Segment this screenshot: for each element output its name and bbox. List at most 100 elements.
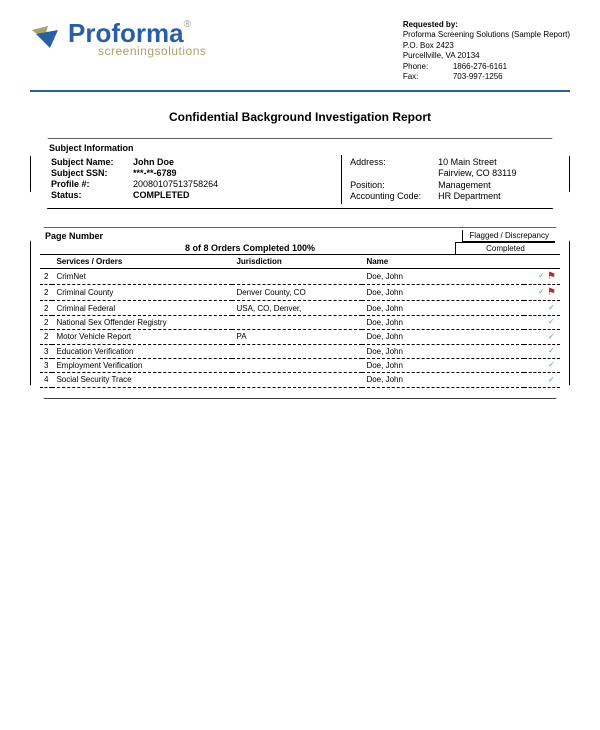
row-jurisdiction: [232, 344, 362, 358]
row-service: National Sex Offender Registry: [52, 315, 232, 329]
row-name: Doe, John: [362, 330, 524, 344]
field-label: Address:: [350, 157, 438, 167]
orders-box: Page Number Flagged / Discrepancy 8 of 8…: [30, 227, 570, 398]
field-label: Subject Name:: [51, 157, 133, 167]
row-service: Employment Verification: [52, 358, 232, 372]
check-icon: [547, 304, 556, 313]
row-service: CrimNet: [52, 269, 232, 285]
row-icons: [524, 358, 560, 372]
fax-label: Fax:: [403, 72, 453, 82]
flagged-header: Flagged / Discrepancy: [462, 230, 555, 242]
orders-table: Services / Orders Jurisdiction Name 2Cri…: [40, 254, 560, 387]
subject-info-heading: Subject Information: [49, 143, 557, 153]
check-icon: [547, 347, 556, 356]
field-value: 20080107513758264: [133, 179, 218, 189]
row-num: 2: [40, 301, 52, 315]
row-name: Doe, John: [362, 301, 524, 315]
field-value: 10 Main Street: [438, 157, 497, 167]
row-icons: ⚑: [524, 269, 560, 285]
row-name: Doe, John: [362, 315, 524, 329]
table-row: 2Criminal FederalUSA, CO, Denver,Doe, Jo…: [40, 301, 560, 315]
row-num: 2: [40, 269, 52, 285]
field-label: Status:: [51, 190, 133, 200]
row-service: Social Security Trace: [52, 373, 232, 387]
field-value: HR Department: [438, 191, 501, 201]
table-row: 2Motor Vehicle ReportPADoe, John: [40, 330, 560, 344]
row-jurisdiction: [232, 373, 362, 387]
logo-sub-text: screeningsolutions: [98, 44, 206, 58]
table-row: 2Criminal CountyDenver County, CODoe, Jo…: [40, 285, 560, 301]
row-name: Doe, John: [362, 373, 524, 387]
subject-field: Subject Name:John Doe: [51, 157, 333, 167]
orders-summary: 8 of 8 Orders Completed 100%: [45, 242, 455, 254]
flag-icon: ⚑: [547, 287, 556, 298]
table-row: 3Education Verification Doe, John: [40, 344, 560, 358]
field-label: Position:: [350, 180, 438, 190]
subject-field: Profile #:20080107513758264: [51, 179, 333, 189]
field-label: Accounting Code:: [350, 191, 438, 201]
check-icon: [537, 272, 546, 281]
row-jurisdiction: [232, 315, 362, 329]
requested-by-block: Requested by: Proforma Screening Solutio…: [403, 20, 570, 82]
fax-value: 703-997-1256: [453, 72, 503, 82]
page-number-label: Page Number: [45, 231, 103, 241]
requested-by-addr1: P.O. Box 2423: [403, 41, 570, 51]
col-icons: [524, 255, 560, 269]
subject-right-col: Address:10 Main StreetFairview, CO 83119…: [341, 155, 557, 204]
logo: Proforma® screeningsolutions: [30, 20, 206, 58]
field-value: Fairview, CO 83119: [438, 168, 516, 178]
row-jurisdiction: [232, 358, 362, 372]
subject-field: Accounting Code:HR Department: [350, 191, 549, 201]
subject-field: Position:Management: [350, 180, 549, 190]
row-service: Motor Vehicle Report: [52, 330, 232, 344]
row-num: 2: [40, 330, 52, 344]
subject-left-col: Subject Name:John DoeSubject SSN:***-**-…: [43, 155, 341, 204]
check-icon: [547, 376, 556, 385]
table-row: 3Employment Verification Doe, John: [40, 358, 560, 372]
requested-by-addr2: Purcellville, VA 20134: [403, 51, 570, 61]
field-value: ***-**-6789: [133, 168, 177, 178]
row-icons: [524, 301, 560, 315]
row-num: 4: [40, 373, 52, 387]
col-num: [40, 255, 52, 269]
subject-field: Subject SSN:***-**-6789: [51, 168, 333, 178]
row-service: Criminal Federal: [52, 301, 232, 315]
field-value: COMPLETED: [133, 190, 190, 200]
row-num: 2: [40, 315, 52, 329]
row-service: Education Verification: [52, 344, 232, 358]
table-row: 4Social Security Trace Doe, John: [40, 373, 560, 387]
completed-header: Completed: [455, 242, 555, 254]
row-jurisdiction: PA: [232, 330, 362, 344]
row-icons: ⚑: [524, 285, 560, 301]
subject-info-box: Subject Information Subject Name:John Do…: [30, 138, 570, 209]
check-icon: [547, 361, 556, 370]
row-icons: [524, 344, 560, 358]
requested-by-name: Proforma Screening Solutions (Sample Rep…: [403, 30, 570, 40]
row-name: Doe, John: [362, 358, 524, 372]
row-name: Doe, John: [362, 269, 524, 285]
table-row: 2National Sex Offender Registry Doe, John: [40, 315, 560, 329]
row-icons: [524, 330, 560, 344]
field-value: John Doe: [133, 157, 174, 167]
row-num: 2: [40, 285, 52, 301]
table-row: 2CrimNet Doe, John ⚑: [40, 269, 560, 285]
row-num: 3: [40, 344, 52, 358]
row-jurisdiction: [232, 269, 362, 285]
row-icons: [524, 315, 560, 329]
flag-icon: ⚑: [547, 271, 556, 282]
col-jurisdiction: Jurisdiction: [232, 255, 362, 269]
row-name: Doe, John: [362, 285, 524, 301]
field-label: Subject SSN:: [51, 168, 133, 178]
row-num: 3: [40, 358, 52, 372]
header: Proforma® screeningsolutions Requested b…: [30, 20, 570, 82]
field-value: Management: [438, 180, 491, 190]
col-name: Name: [362, 255, 524, 269]
row-service: Criminal County: [52, 285, 232, 301]
row-jurisdiction: Denver County, CO: [232, 285, 362, 301]
phone-value: 1866-276-6161: [453, 62, 507, 72]
logo-mark-icon: [30, 22, 64, 56]
subject-field: Status:COMPLETED: [51, 190, 333, 200]
field-label: [350, 168, 438, 178]
check-icon: [537, 288, 546, 297]
row-name: Doe, John: [362, 344, 524, 358]
